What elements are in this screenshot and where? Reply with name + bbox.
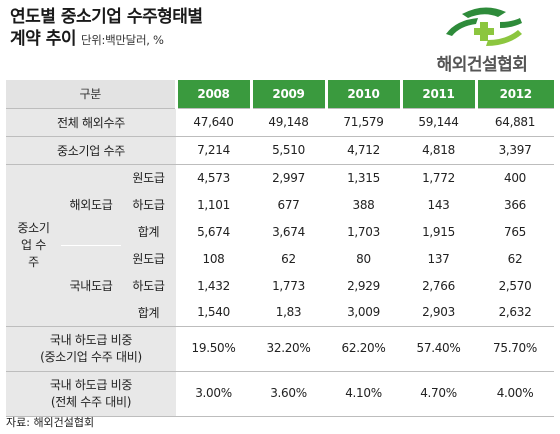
table-row: 하도급 1,432 1,773 2,929 2,766 2,570 bbox=[6, 272, 554, 299]
kica-logo-mark-icon bbox=[446, 7, 522, 46]
table-row: 전체 해외수주 47,640 49,148 71,579 59,144 64,8… bbox=[6, 108, 555, 137]
table-cell: 1,315 bbox=[347, 170, 380, 185]
table-cell: 1,83 bbox=[251, 299, 327, 327]
table-cell: 71,579 bbox=[326, 108, 402, 137]
row-label-sme: 중소기업 수주 bbox=[6, 136, 177, 165]
page-subtitle-row: 계약 추이 단위:백만달러, % bbox=[10, 28, 203, 51]
table-cell: 1,101 bbox=[197, 197, 230, 212]
table-cell: 1,773 bbox=[272, 278, 305, 293]
table-cell: 7,214 bbox=[176, 136, 252, 165]
table-cell: 4.10% bbox=[345, 386, 382, 400]
year-header: 2010 bbox=[324, 80, 402, 109]
year-header: 2009 bbox=[249, 80, 327, 109]
table-cell: 400 bbox=[504, 170, 527, 185]
table-cell: 765 bbox=[504, 224, 527, 239]
table-cell: 3,009 bbox=[326, 299, 402, 327]
table-cell: 47,640 bbox=[176, 108, 252, 137]
table-cell: 3.00% bbox=[195, 386, 232, 400]
subgroup-label-domestic: 국내도급 bbox=[61, 245, 121, 327]
row-label: 원도급 bbox=[121, 245, 177, 272]
table-cell: 1,432 bbox=[197, 278, 230, 293]
table-cell: 4.70% bbox=[420, 386, 457, 400]
row-label: 합계 bbox=[121, 299, 177, 327]
table-cell: 2,632 bbox=[476, 299, 555, 327]
table-row: 합계 1,540 1,83 3,009 2,903 2,632 bbox=[6, 299, 555, 327]
table-cell: 108 bbox=[202, 251, 225, 266]
table-cell: 4.00% bbox=[496, 386, 534, 400]
row-label-ratio-sme: 국내 하도급 비중 (중소기업 수주 대비) bbox=[6, 326, 177, 372]
year-header: 2008 bbox=[174, 80, 252, 109]
row-label: 합계 bbox=[121, 218, 177, 245]
table-cell: 75.70% bbox=[476, 326, 555, 372]
table-cell: 32.20% bbox=[251, 326, 327, 372]
table-row: 국내도급 원도급 108 62 80 137 62 bbox=[6, 245, 554, 327]
corner-label: 구분 bbox=[6, 80, 177, 109]
table-row: 중소기업 수주 7,214 5,510 4,712 4,818 3,397 bbox=[6, 136, 555, 165]
table-cell: 2,570 bbox=[498, 278, 532, 293]
source-note: 자료: 해외건설협회 bbox=[6, 416, 95, 429]
table-cell: 64,881 bbox=[476, 108, 555, 137]
row-label-line: 국내 하도급 비중 bbox=[49, 377, 133, 392]
table-cell: 143 bbox=[427, 197, 450, 212]
table-cell: 4,573 bbox=[197, 170, 230, 185]
table-cell: 388 bbox=[352, 197, 375, 212]
table-cell: 366 bbox=[504, 197, 527, 212]
table-cell: 1,540 bbox=[176, 299, 252, 327]
table-row: 국내 하도급 비중 (중소기업 수주 대비) 19.50% 32.20% 62.… bbox=[6, 326, 555, 372]
table-cell: 677 bbox=[277, 197, 300, 212]
row-label-line: (전체 수주 대비) bbox=[50, 394, 132, 409]
contract-trend-table: 구분 2008 2009 2010 2011 2012 전체 해외수주 47,6… bbox=[6, 80, 555, 417]
table-row: 국내 하도급 비중 (전체 수주 대비) 3.00% 3.60% 4.10% 4… bbox=[6, 371, 555, 416]
table-cell: 1,703 bbox=[347, 224, 380, 239]
year-header: 2012 bbox=[474, 80, 555, 109]
table-cell: 5,674 bbox=[197, 224, 230, 239]
table-row: 중소기업 수주 해외도급 원도급 4,573 2,997 1,315 1,772… bbox=[6, 164, 554, 327]
table-cell: 80 bbox=[356, 251, 371, 266]
table-cell: 49,148 bbox=[251, 108, 327, 137]
table-cell: 19.50% bbox=[176, 326, 252, 372]
page-title-block: 연도별 중소기업 수주형태별 계약 추이 단위:백만달러, % bbox=[10, 6, 203, 51]
header-row: 구분 2008 2009 2010 2011 2012 bbox=[6, 80, 555, 109]
subgroup-label-overseas: 해외도급 bbox=[61, 164, 121, 246]
unit-label: 단위:백만달러, % bbox=[80, 33, 164, 47]
table-cell: 4,818 bbox=[401, 136, 477, 165]
table-cell: 1,772 bbox=[422, 170, 455, 185]
row-label: 하도급 bbox=[121, 272, 177, 299]
page-title-line2: 계약 추이 bbox=[10, 29, 76, 49]
table-cell: 4,712 bbox=[326, 136, 402, 165]
year-header: 2011 bbox=[399, 80, 477, 109]
table-cell: 59,144 bbox=[401, 108, 477, 137]
table-cell: 62.20% bbox=[326, 326, 402, 372]
table-cell: 2,903 bbox=[401, 299, 477, 327]
table-row: 하도급 1,101 677 388 143 366 bbox=[6, 191, 554, 218]
page-title: 연도별 중소기업 수주형태별 bbox=[10, 7, 203, 27]
row-label-ratio-total: 국내 하도급 비중 (전체 수주 대비) bbox=[6, 371, 177, 416]
table-cell: 57.40% bbox=[401, 326, 477, 372]
table-cell: 1,915 bbox=[422, 224, 455, 239]
table-cell: 3,674 bbox=[272, 224, 305, 239]
group-label-text: 중소기업 수주 bbox=[17, 220, 50, 269]
kica-logo: 해외건설협회 bbox=[412, 4, 552, 76]
group-label-sme: 중소기업 수주 bbox=[6, 164, 61, 327]
row-label-line: 국내 하도급 비중 bbox=[49, 332, 133, 347]
table-row: 합계 5,674 3,674 1,703 1,915 765 bbox=[6, 218, 554, 245]
row-label-total: 전체 해외수주 bbox=[6, 108, 177, 137]
table-cell: 2,997 bbox=[272, 170, 305, 185]
table-cell: 2,766 bbox=[422, 278, 455, 293]
table-cell: 2,929 bbox=[347, 278, 380, 293]
row-label: 원도급 bbox=[121, 164, 177, 191]
table-cell: 62 bbox=[281, 251, 296, 266]
table-cell: 62 bbox=[507, 251, 523, 266]
table-cell: 3,397 bbox=[476, 136, 555, 165]
table-cell: 3.60% bbox=[270, 386, 307, 400]
table-cell: 137 bbox=[427, 251, 450, 266]
logo-text: 해외건설협회 bbox=[436, 55, 528, 75]
row-label: 하도급 bbox=[121, 191, 177, 218]
table-cell: 5,510 bbox=[251, 136, 327, 165]
row-label-line: (중소기업 수주 대비) bbox=[40, 349, 142, 364]
